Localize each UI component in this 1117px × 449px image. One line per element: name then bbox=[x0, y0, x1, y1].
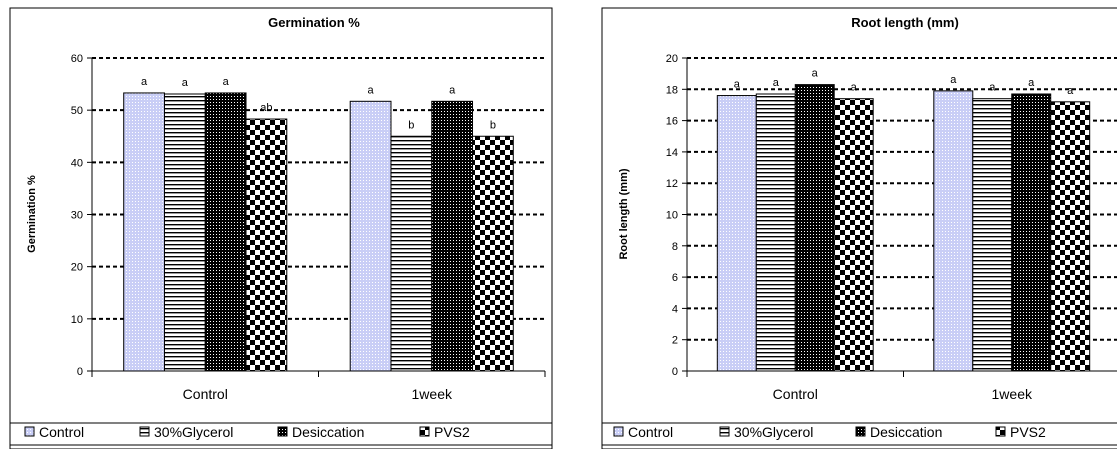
significance-label: a bbox=[851, 82, 858, 94]
significance-label: b bbox=[408, 119, 414, 131]
chart-title: Root length (mm) bbox=[851, 15, 959, 30]
y-tick-label: 20 bbox=[71, 262, 83, 274]
legend-label: Desiccation bbox=[292, 424, 364, 440]
y-axis-label: Germination % bbox=[26, 175, 38, 253]
bar-control bbox=[933, 90, 974, 372]
legend-label: PVS2 bbox=[434, 424, 470, 440]
bar-desiccation bbox=[794, 84, 835, 372]
significance-label: b bbox=[490, 119, 496, 131]
bar-pvs2 bbox=[472, 135, 514, 372]
legend-swatch-pvs2 bbox=[419, 426, 430, 437]
y-tick-label: 10 bbox=[666, 210, 678, 222]
y-tick-label: 20 bbox=[666, 53, 678, 65]
legend-swatch-pvs2 bbox=[995, 426, 1006, 437]
y-tick-label: 12 bbox=[666, 178, 678, 190]
chart-1: Germination % Germination % 0 10 20 30 40 50 60 a… bbox=[9, 7, 553, 449]
y-tick-label: 8 bbox=[672, 241, 678, 253]
y-tick-label: 30 bbox=[71, 210, 83, 222]
legend-label: 30%Glycerol bbox=[154, 424, 233, 440]
legend-label: Control bbox=[628, 424, 673, 440]
y-tick-label: 0 bbox=[77, 366, 83, 378]
legend-label: PVS2 bbox=[1010, 424, 1046, 440]
legend-box bbox=[9, 422, 553, 446]
x-category-label: Control bbox=[183, 386, 228, 402]
chart-title: Germination % bbox=[268, 15, 360, 30]
bar-pvs2 bbox=[245, 118, 288, 372]
significance-label: ab bbox=[260, 102, 272, 114]
significance-label: a bbox=[734, 79, 741, 91]
bar-pvs2 bbox=[833, 98, 874, 372]
legend-swatch-30-glycerol bbox=[139, 426, 150, 437]
significance-label: a bbox=[1067, 85, 1074, 97]
x-category-label: Control bbox=[773, 386, 818, 402]
significance-label: a bbox=[773, 77, 780, 89]
significance-label: a bbox=[812, 68, 819, 80]
significance-label: a bbox=[989, 82, 996, 94]
legend-label: Desiccation bbox=[870, 424, 942, 440]
bar-30-glycerol bbox=[755, 93, 796, 372]
significance-label: a bbox=[182, 77, 189, 89]
bar-desiccation bbox=[204, 92, 247, 372]
significance-label: a bbox=[368, 84, 375, 96]
significance-label: a bbox=[141, 76, 148, 88]
y-tick-label: 4 bbox=[672, 303, 678, 315]
bar-pvs2 bbox=[1050, 101, 1091, 372]
legend-label: 30%Glycerol bbox=[734, 424, 813, 440]
y-tick-label: 18 bbox=[666, 84, 678, 96]
legend-box bbox=[601, 422, 1117, 446]
legend-label: Control bbox=[39, 424, 84, 440]
x-category-label: 1week bbox=[992, 386, 1033, 402]
bar-desiccation bbox=[1011, 93, 1052, 372]
bar-control bbox=[716, 95, 757, 372]
significance-label: a bbox=[950, 74, 957, 86]
y-tick-label: 40 bbox=[71, 157, 83, 169]
y-tick-label: 16 bbox=[666, 116, 678, 128]
legend-swatch-desiccation bbox=[277, 426, 288, 437]
x-category-label: 1week bbox=[412, 386, 453, 402]
significance-label: a bbox=[449, 84, 456, 96]
legend-swatch-desiccation bbox=[855, 426, 866, 437]
bar-desiccation bbox=[431, 100, 474, 372]
y-tick-label: 0 bbox=[672, 366, 678, 378]
chart-2: Root length (mm) Root length (mm) 0 2 4 6 8 10 1… bbox=[601, 7, 1117, 449]
y-tick-label: 60 bbox=[71, 53, 83, 65]
y-tick-label: 50 bbox=[71, 105, 83, 117]
y-tick-label: 2 bbox=[672, 335, 678, 347]
y-tick-label: 14 bbox=[666, 147, 678, 159]
y-tick-label: 10 bbox=[71, 314, 83, 326]
significance-label: a bbox=[1028, 77, 1035, 89]
legend-swatch-control bbox=[613, 426, 624, 437]
bar-control bbox=[123, 92, 165, 372]
bar-30-glycerol bbox=[972, 98, 1013, 372]
legend-swatch-control bbox=[24, 426, 35, 437]
y-tick-label: 6 bbox=[672, 272, 678, 284]
bar-30-glycerol bbox=[163, 93, 206, 372]
legend-swatch-30-glycerol bbox=[719, 426, 730, 437]
bar-control bbox=[349, 100, 392, 372]
y-axis-label: Root length (mm) bbox=[618, 168, 630, 259]
significance-label: a bbox=[223, 76, 230, 88]
bar-30-glycerol bbox=[390, 135, 433, 372]
